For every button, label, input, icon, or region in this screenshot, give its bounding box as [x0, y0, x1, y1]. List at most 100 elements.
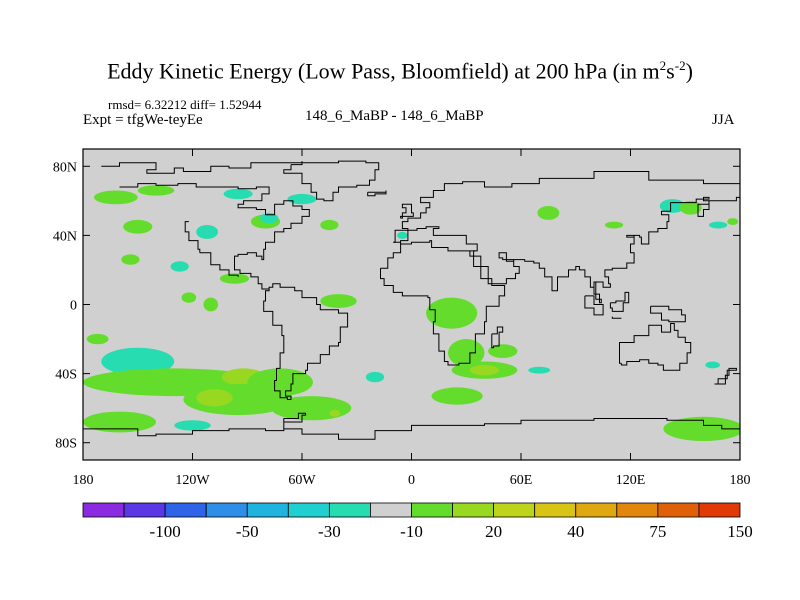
anomaly-region-38 — [329, 409, 341, 417]
coastline-3 — [184, 221, 201, 253]
season-label: JJA — [712, 112, 735, 128]
anomaly-region-23 — [426, 297, 478, 329]
colorbar-label: -30 — [318, 522, 341, 541]
colorbar-label: 150 — [727, 522, 753, 541]
anomaly-region-17 — [170, 261, 189, 272]
colorbar-swatch-2 — [164, 502, 207, 518]
x-tick-label: 60E — [510, 473, 533, 488]
y-tick-label: 40N — [53, 229, 77, 244]
plot-background — [83, 149, 740, 460]
axis-ticks: 180 120W 60W 0 60E 120E 180 80N 40N 0 40S 80S — [53, 149, 751, 488]
anomaly-region-22 — [320, 294, 357, 308]
colorbar-label: -10 — [400, 522, 423, 541]
y-tick-label: 80S — [55, 437, 77, 452]
colorbar-swatch-10 — [493, 502, 536, 518]
x-tick-label: 0 — [408, 473, 415, 488]
x-tick-label: 180 — [730, 473, 751, 488]
anomaly-region-16 — [121, 254, 140, 265]
coastline-0 — [101, 161, 303, 174]
coastline-5 — [393, 171, 740, 243]
colorbar-swatch-4 — [246, 502, 289, 518]
coastlines — [83, 160, 740, 440]
x-tick-label: 120E — [616, 473, 646, 488]
anomaly-region-18 — [219, 273, 250, 284]
colorbar-swatch-5 — [287, 502, 330, 518]
y-tick-label: 40S — [55, 368, 77, 383]
anomaly-region-29 — [705, 361, 720, 369]
anomaly-region-3 — [287, 193, 317, 205]
colorbar-swatch-15 — [698, 502, 741, 518]
anomaly-region-4 — [123, 219, 153, 234]
coastline-1 — [119, 183, 349, 400]
anomaly-regions — [83, 185, 740, 441]
anomaly-region-8 — [320, 219, 339, 231]
anomaly-region-35 — [196, 389, 233, 407]
colorbar-swatch-8 — [411, 502, 453, 518]
anomaly-region-14 — [708, 221, 728, 229]
colorbar-label: 75 — [649, 522, 666, 541]
anomaly-region-42 — [663, 416, 740, 441]
coastline-4 — [283, 160, 380, 202]
x-tick-label: 120W — [175, 473, 210, 488]
case-label: 148_6_MaBP - 148_6_MaBP — [305, 108, 484, 124]
colorbar-swatch-13 — [616, 502, 659, 518]
coastline-6 — [393, 226, 478, 252]
y-tick-label: 80N — [53, 160, 77, 175]
colorbar-swatch-0 — [82, 502, 125, 518]
anomaly-region-9 — [396, 231, 408, 239]
anomaly-region-20 — [203, 297, 219, 312]
anomaly-region-30 — [101, 347, 175, 376]
colorbar-swatch-3 — [205, 502, 248, 518]
coastline-9 — [380, 250, 506, 366]
coastline-13 — [584, 295, 604, 316]
coastline-12 — [619, 323, 692, 371]
anomaly-region-15 — [727, 218, 739, 226]
anomaly-region-1 — [137, 185, 175, 196]
anomaly-region-27 — [469, 364, 500, 376]
anomaly-region-39 — [83, 411, 156, 433]
y-tick-label: 0 — [70, 299, 77, 314]
coastline-10 — [491, 326, 504, 349]
colorbar-swatch-7 — [370, 502, 412, 518]
stats-label: rmsd= 6.32212 diff= 1.52944 — [108, 97, 262, 112]
coastline-19 — [367, 190, 387, 197]
colorbar-label: -100 — [150, 522, 181, 541]
anomaly-region-10 — [537, 206, 560, 220]
colorbar-swatch-14 — [657, 502, 700, 518]
anomaly-region-40 — [174, 420, 211, 431]
anomaly-region-7 — [260, 212, 279, 224]
coastline-20 — [83, 412, 740, 440]
coastline-14 — [611, 316, 622, 319]
coastline-15 — [609, 291, 630, 312]
anomaly-region-5 — [196, 225, 219, 239]
colorbar-swatch-6 — [328, 502, 371, 518]
coastline-16 — [650, 305, 686, 323]
anomaly-region-41 — [431, 387, 483, 405]
colorbar-label: 40 — [567, 522, 584, 541]
x-tick-label: 180 — [73, 473, 94, 488]
anomaly-region-21 — [86, 333, 109, 345]
colorbar: -100 -50 -30 -10 20 40 75 150 — [82, 502, 753, 541]
coastline-17 — [714, 367, 737, 385]
anomaly-region-2 — [223, 188, 253, 200]
anomaly-region-19 — [181, 292, 197, 303]
coastline-2 — [199, 252, 239, 277]
coastline-18 — [400, 203, 414, 219]
experiment-label: Expt = tfgWe-teyEe — [83, 112, 203, 128]
x-tick-label: 60W — [288, 473, 316, 488]
anomaly-region-11 — [604, 221, 624, 229]
anomaly-region-25 — [488, 344, 518, 359]
coastline-11 — [380, 244, 402, 269]
colorbar-swatch-11 — [534, 502, 577, 518]
colorbar-swatch-1 — [123, 502, 166, 518]
chart-title: Eddy Kinetic Energy (Low Pass, Bloomfiel… — [107, 58, 693, 84]
anomaly-region-13 — [679, 200, 702, 215]
anomaly-region-28 — [528, 366, 551, 374]
colorbar-label: -50 — [236, 522, 259, 541]
colorbar-label: 20 — [485, 522, 502, 541]
anomaly-region-37 — [270, 396, 352, 421]
colorbar-swatch-9 — [452, 502, 495, 518]
coastline-8 — [513, 192, 740, 304]
anomaly-region-36 — [365, 371, 385, 383]
